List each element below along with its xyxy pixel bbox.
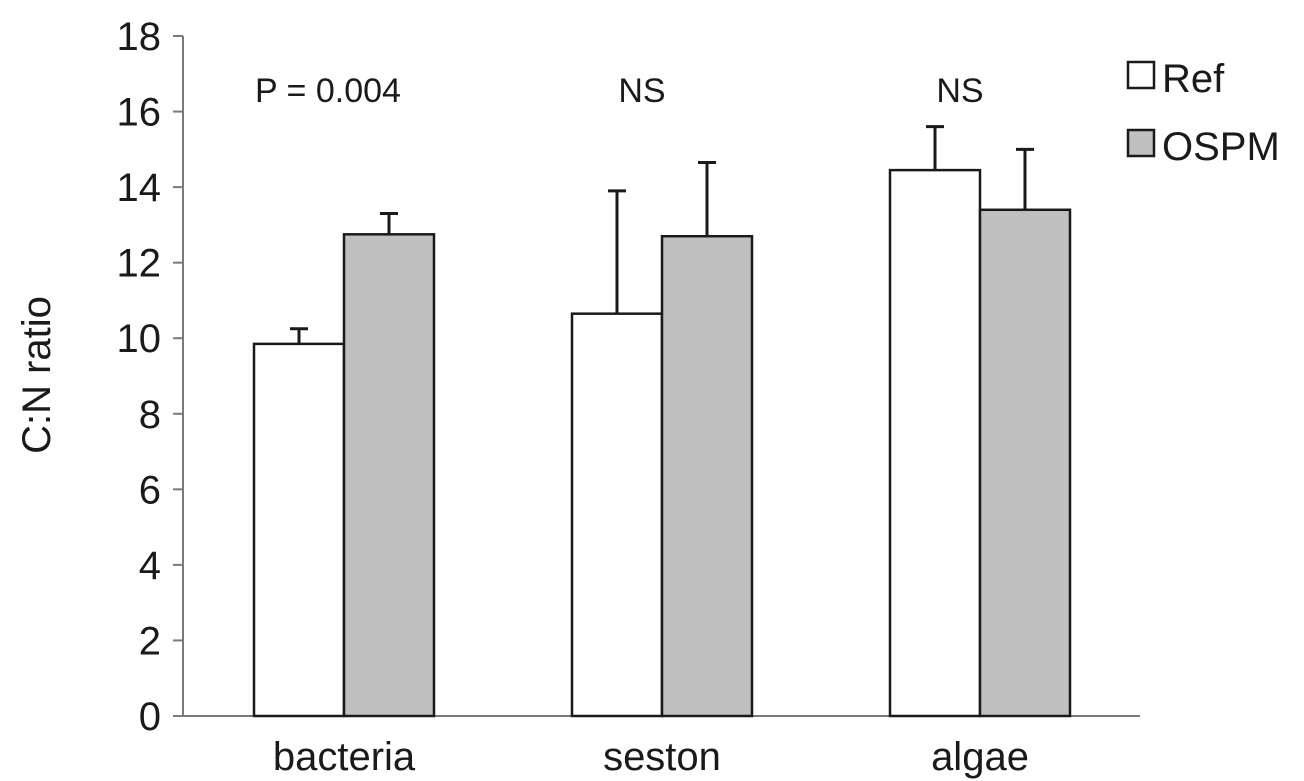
legend: Ref OSPM [1126, 57, 1280, 169]
bar-ospm-algae [978, 208, 1072, 718]
x-category-label: algae [931, 735, 1029, 779]
legend-swatch-ospm [1126, 128, 1156, 158]
x-category-label: bacteria [273, 735, 416, 779]
x-category-label: seston [603, 735, 721, 779]
y-tick-label: 4 [139, 544, 161, 588]
y-tick-label: 2 [139, 619, 161, 663]
y-axis-title: C:N ratio [15, 296, 59, 454]
bar-ref-seston [570, 312, 664, 718]
bar-ospm-bacteria [342, 233, 436, 718]
y-tick-label: 10 [117, 317, 162, 361]
y-tick-label: 16 [117, 91, 162, 135]
y-tick-label: 6 [139, 468, 161, 512]
y-tick-label: 0 [139, 695, 161, 739]
y-tick-label: 18 [117, 15, 162, 59]
bar-ospm-seston [660, 234, 754, 718]
significance-annotation: P = 0.004 [255, 72, 401, 110]
significance-annotation: NS [936, 72, 983, 110]
bar-ref-bacteria [252, 342, 346, 718]
legend-swatch-ref [1126, 60, 1156, 90]
y-tick-label: 14 [117, 166, 162, 210]
plot-area: 0 2 4 6 8 10 12 14 16 18 bacteria P = 0.004 seston NS… [117, 15, 1140, 779]
y-tick-label: 12 [117, 242, 162, 286]
bar-ref-algae [888, 168, 982, 718]
legend-label-ospm: OSPM [1162, 125, 1280, 169]
y-tick-label: 8 [139, 393, 161, 437]
significance-annotation: NS [618, 72, 665, 110]
legend-label-ref: Ref [1162, 57, 1225, 101]
